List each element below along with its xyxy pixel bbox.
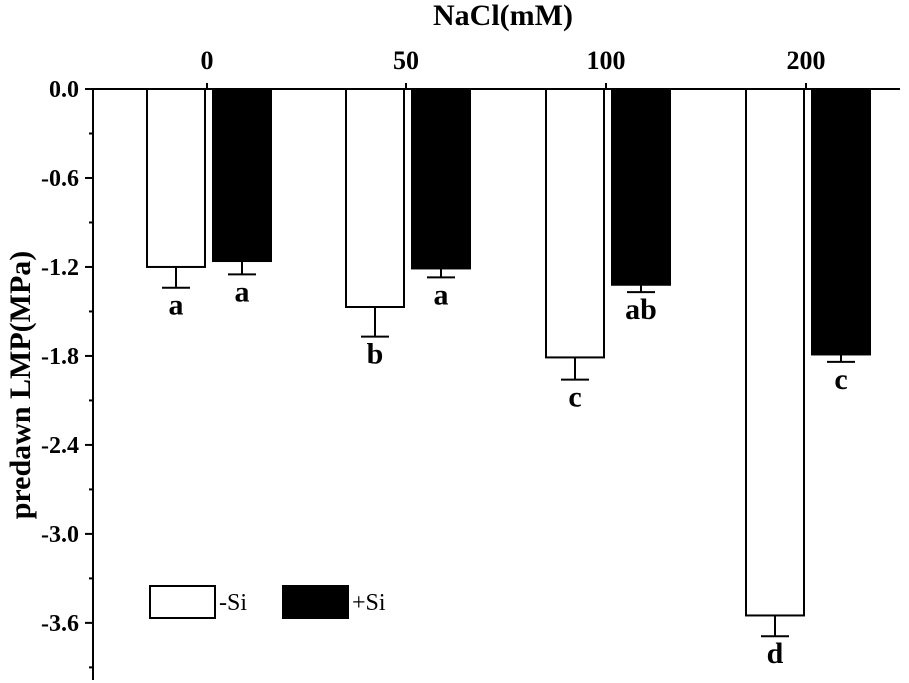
category-label: 200 (787, 46, 826, 75)
y-tick-label: -3.0 (41, 522, 79, 548)
bar (345, 88, 405, 309)
significance-label: b (367, 338, 384, 371)
legend-swatch (149, 585, 216, 619)
significance-label: c (834, 363, 847, 396)
significance-label: a (434, 278, 449, 311)
legend-label: -Si (219, 590, 247, 616)
legend-swatch (282, 585, 349, 619)
y-tick-label: -0.6 (41, 166, 79, 192)
legend-label: +Si (352, 590, 386, 616)
category-label: 100 (587, 46, 626, 75)
bar (212, 88, 272, 263)
x-axis-title: NaCl(mM) (433, 0, 573, 32)
significance-label: c (568, 381, 581, 414)
bar (146, 88, 206, 268)
significance-label: d (767, 637, 784, 670)
category-label: 50 (393, 46, 419, 75)
category-label: 0 (201, 46, 214, 75)
significance-label: a (235, 275, 250, 308)
bar (611, 88, 671, 286)
y-tick-label: -3.6 (41, 611, 79, 637)
plot-area: 0.0-0.6-1.2-1.8-2.4-3.0-3.60 50 100 200abcd… (41, 46, 900, 680)
y-tick-label: 0.0 (49, 77, 79, 103)
bar (545, 88, 605, 359)
significance-label: a (169, 289, 184, 322)
bar (745, 88, 805, 617)
significance-label: ab (625, 293, 657, 326)
y-tick-label: -1.2 (41, 255, 79, 281)
y-axis-title: predawn LMP(MPa) (4, 251, 37, 520)
y-tick-label: -2.4 (41, 433, 79, 459)
y-tick-label: -1.8 (41, 344, 79, 370)
bar (411, 88, 471, 270)
bar (811, 88, 871, 356)
